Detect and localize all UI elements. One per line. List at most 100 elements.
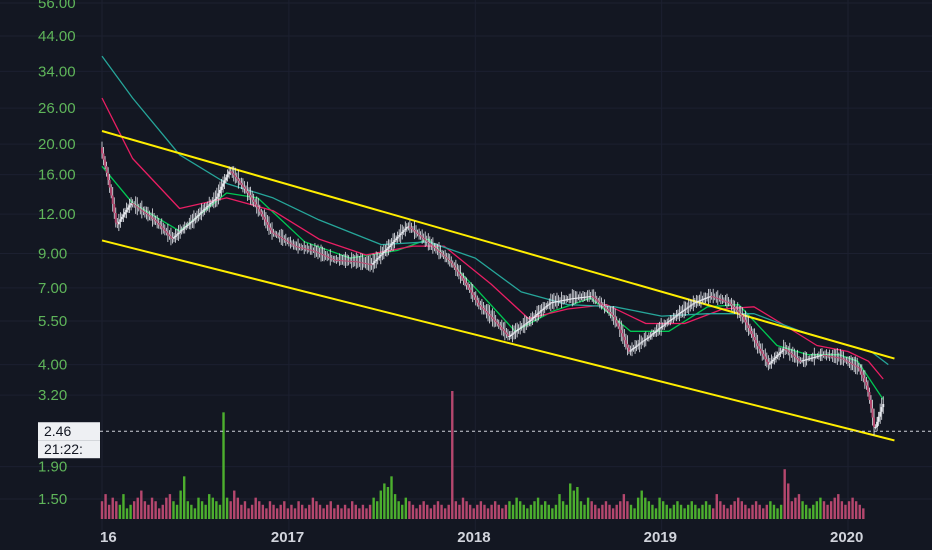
volume-bar <box>376 501 379 519</box>
volume-bar <box>847 501 851 519</box>
candle-body <box>361 262 364 264</box>
candle-body <box>392 241 395 244</box>
candle-body <box>390 243 393 246</box>
candle-body <box>825 355 828 357</box>
volume-bar <box>343 504 347 519</box>
candle-body <box>362 262 365 264</box>
candle-body <box>140 209 143 211</box>
volume-bar <box>858 504 861 519</box>
volume-bar <box>597 508 601 519</box>
candle-body <box>133 204 136 206</box>
candle-body <box>376 257 379 260</box>
candle-body <box>202 210 205 212</box>
volume-bar <box>704 501 708 519</box>
candle-body <box>612 315 615 318</box>
candle-body <box>476 300 479 303</box>
volume-bar <box>236 497 240 519</box>
volume-bar <box>368 504 372 519</box>
candle-body <box>217 193 220 197</box>
candle-body <box>188 223 191 225</box>
candle-body <box>627 347 630 352</box>
candle-body <box>804 359 807 361</box>
volume-bar <box>183 476 186 519</box>
candle-body <box>801 360 804 362</box>
volume-bar <box>518 501 522 519</box>
candle-body <box>528 320 531 323</box>
candle-body <box>771 359 774 362</box>
volume-bar <box>569 483 572 519</box>
x-tick-label: 2017 <box>271 529 304 546</box>
candle-body <box>143 211 146 213</box>
candle-body <box>130 203 133 206</box>
chart-grid <box>0 0 932 530</box>
candle-body <box>559 300 562 302</box>
candle-body <box>108 180 111 188</box>
candle-body <box>246 190 249 193</box>
volume-bar <box>447 504 450 519</box>
y-tick-label: 7.00 <box>38 280 67 297</box>
candle-body <box>260 211 263 215</box>
candle-body <box>604 307 607 310</box>
candle-body <box>102 153 105 160</box>
volume-bar <box>197 497 200 519</box>
volume-bar <box>361 504 365 519</box>
volume-bar <box>783 469 786 519</box>
candle-body <box>637 344 640 346</box>
volume-bar <box>268 501 272 519</box>
volume-bar <box>347 508 350 519</box>
candle-body <box>186 224 189 226</box>
volume-bar <box>819 497 822 519</box>
volume-bar <box>772 504 776 519</box>
candle-body <box>123 212 126 215</box>
candle-body <box>730 303 733 306</box>
volume-bar <box>104 494 107 519</box>
candle-body <box>343 260 346 262</box>
candle-body <box>269 227 272 231</box>
candle-body <box>571 298 574 300</box>
candle-body <box>736 310 739 312</box>
candle-body <box>433 246 436 249</box>
price-axis[interactable]: 56.00 44.00 34.00 26.00 20.00 16.00 12.00 9.00 7… <box>38 0 76 508</box>
candle-body <box>848 362 851 364</box>
moving-average-lines <box>101 55 889 400</box>
candle-body <box>263 216 266 220</box>
candle-body <box>719 299 722 301</box>
candle-body <box>359 262 362 264</box>
candle-body <box>631 349 634 351</box>
candle-body <box>580 297 583 299</box>
candle-body <box>513 332 516 334</box>
candle-body <box>773 358 776 360</box>
candle-body <box>485 311 488 313</box>
candle-body <box>237 179 240 181</box>
volume-bar <box>140 490 143 519</box>
candle-body <box>453 265 456 268</box>
candle-body <box>309 249 312 251</box>
candle-body <box>837 357 840 359</box>
candle-body <box>349 260 352 262</box>
candle-body <box>208 204 211 206</box>
volume-bar <box>751 504 754 519</box>
volume-bar <box>354 504 357 519</box>
volume-bar <box>754 501 758 519</box>
candle-body <box>287 241 290 243</box>
volume-bar <box>837 494 840 519</box>
volume-bar <box>461 497 465 519</box>
candle-body <box>811 357 814 359</box>
time-axis[interactable]: 16 2017 2018 2019 2020 <box>100 529 863 546</box>
volume-bar <box>826 504 829 519</box>
volume-bar <box>143 501 147 519</box>
volume-bar <box>436 501 440 519</box>
volume-bar <box>451 391 454 519</box>
candle-body <box>816 356 819 358</box>
candle-body <box>503 330 506 333</box>
candle-body <box>879 411 882 417</box>
candle-body <box>310 249 313 251</box>
volume-bar <box>511 504 515 519</box>
candle-body <box>516 330 519 332</box>
volume-bar <box>686 504 690 519</box>
volume-bar <box>601 504 604 519</box>
volume-bar <box>765 504 769 519</box>
candle-body <box>381 253 384 255</box>
volume-bar <box>636 497 640 519</box>
